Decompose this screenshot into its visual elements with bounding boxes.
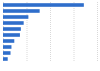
grid-line xyxy=(50,2,51,62)
bar xyxy=(3,9,40,13)
bar xyxy=(3,45,11,49)
bar xyxy=(3,3,84,7)
bar xyxy=(3,15,28,19)
bar xyxy=(3,21,24,25)
chart-container xyxy=(0,0,100,71)
bar xyxy=(3,27,21,31)
bar xyxy=(3,51,11,55)
bars xyxy=(3,3,84,61)
chart-svg xyxy=(0,0,100,71)
bar xyxy=(3,33,20,37)
grid-line xyxy=(97,2,98,62)
bar xyxy=(3,57,8,61)
bar xyxy=(3,39,14,43)
grid-line xyxy=(74,2,75,62)
